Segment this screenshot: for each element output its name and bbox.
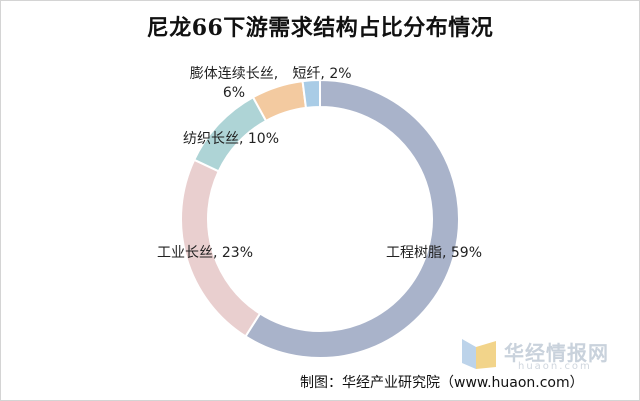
watermark-name: 华经情报网 xyxy=(504,341,609,365)
donut-slices xyxy=(180,78,460,359)
chart-title: 尼龙66下游需求结构占比分布情况 xyxy=(146,15,494,41)
watermark: 华经情报网 huaon.com xyxy=(456,333,616,373)
logo-icon xyxy=(462,339,496,369)
label-bcf-line2: 6% xyxy=(223,85,245,101)
label-bcf-line1: 膨体连续长丝, xyxy=(190,65,278,82)
source-note: 制图：华经产业研究院（www.huaon.com） xyxy=(300,375,584,391)
donut-slice-1 xyxy=(244,78,460,359)
label-staple: 短纤, 2% xyxy=(292,66,351,82)
label-textile-filament: 纺织长丝, 10% xyxy=(183,131,279,147)
donut-slice-5 xyxy=(301,78,321,110)
label-engineering-resin: 工程树脂, 59% xyxy=(386,245,482,261)
label-industrial-filament: 工业长丝, 23% xyxy=(157,245,253,261)
watermark-url: huaon.com xyxy=(518,361,592,372)
